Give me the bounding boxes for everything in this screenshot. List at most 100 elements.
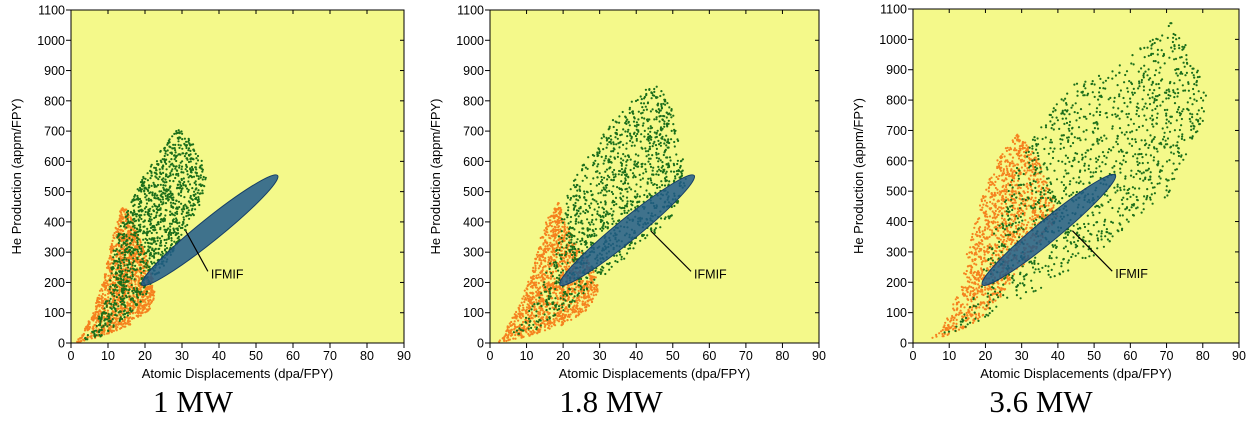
data-point	[573, 288, 576, 291]
data-point	[197, 175, 200, 178]
data-point	[168, 165, 171, 168]
data-point	[581, 310, 584, 313]
data-point	[560, 243, 563, 246]
data-point	[670, 108, 673, 111]
data-point	[186, 206, 189, 209]
data-point	[128, 256, 131, 259]
data-point	[574, 291, 577, 294]
data-point	[640, 133, 643, 136]
data-point	[103, 302, 106, 305]
data-point	[583, 288, 586, 292]
data-point	[555, 241, 558, 244]
data-point	[572, 203, 575, 207]
data-point	[113, 237, 116, 240]
data-point	[199, 174, 202, 177]
data-point	[584, 303, 587, 306]
data-point	[157, 251, 160, 254]
data-point	[171, 162, 174, 165]
data-point	[543, 281, 546, 284]
data-point	[191, 204, 195, 207]
data-point	[600, 137, 603, 140]
data-point	[581, 179, 584, 182]
data-point	[604, 272, 607, 276]
data-point	[114, 282, 117, 285]
data-point	[576, 212, 579, 215]
data-point	[170, 243, 173, 246]
data-point	[95, 308, 98, 311]
data-point	[597, 163, 600, 166]
data-point	[139, 288, 142, 291]
data-point	[126, 316, 129, 319]
data-point	[183, 180, 186, 184]
data-point	[583, 297, 586, 300]
data-point	[535, 274, 538, 277]
data-point	[601, 206, 604, 209]
data-point	[174, 176, 177, 180]
data-point	[595, 218, 598, 221]
data-point	[663, 168, 666, 171]
data-point	[104, 322, 107, 325]
data-point	[529, 281, 532, 285]
data-point	[81, 334, 84, 337]
data-point	[184, 225, 187, 228]
data-point	[170, 170, 173, 173]
data-point	[512, 322, 515, 325]
data-point	[158, 168, 161, 171]
data-point	[604, 200, 607, 203]
data-point	[198, 203, 201, 207]
data-point	[550, 325, 553, 328]
data-point	[536, 277, 539, 280]
data-point	[122, 278, 125, 281]
data-point	[580, 243, 583, 246]
data-point	[568, 315, 571, 318]
data-point	[105, 305, 108, 308]
data-point	[560, 253, 564, 257]
data-point	[147, 213, 150, 216]
data-point	[627, 155, 631, 159]
data-point	[101, 289, 104, 292]
data-point	[591, 218, 594, 222]
data-point	[626, 211, 629, 214]
data-point	[558, 241, 561, 244]
data-point	[550, 272, 553, 275]
data-point	[563, 223, 566, 226]
data-point	[505, 339, 508, 343]
data-point	[181, 152, 184, 155]
data-point	[178, 221, 181, 224]
data-point	[596, 176, 599, 179]
data-point	[115, 253, 119, 256]
data-point	[576, 301, 579, 305]
data-point	[602, 194, 605, 197]
data-point	[614, 196, 618, 199]
data-point	[180, 168, 183, 171]
data-point	[574, 222, 577, 225]
data-point	[562, 288, 565, 291]
data-point	[161, 235, 164, 238]
data-point	[593, 278, 596, 281]
data-point	[530, 311, 534, 314]
data-point	[524, 318, 527, 321]
data-point	[189, 194, 192, 198]
data-point	[518, 310, 521, 313]
data-point	[150, 163, 153, 166]
data-point	[123, 285, 126, 288]
data-point	[142, 220, 145, 223]
data-point	[655, 173, 658, 176]
data-point	[599, 180, 603, 183]
data-point	[161, 198, 165, 201]
data-point	[173, 158, 176, 161]
data-point	[557, 212, 560, 215]
data-point	[627, 120, 630, 123]
data-point	[108, 256, 112, 259]
data-point	[115, 292, 118, 295]
data-point	[171, 168, 174, 171]
data-point	[175, 227, 178, 230]
data-point	[169, 201, 172, 204]
data-point	[581, 239, 584, 242]
data-point	[92, 312, 95, 315]
data-point	[617, 173, 620, 176]
data-point	[579, 221, 583, 224]
data-point	[137, 308, 140, 311]
data-point	[149, 177, 152, 180]
data-point	[175, 159, 178, 163]
